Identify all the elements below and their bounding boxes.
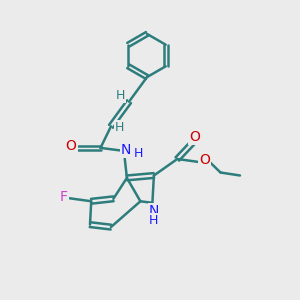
Text: H: H [115, 121, 124, 134]
Text: H: H [116, 89, 125, 102]
Text: O: O [66, 140, 76, 153]
Text: H: H [134, 147, 144, 160]
Text: N: N [121, 143, 131, 157]
Text: N: N [149, 204, 159, 218]
Text: O: O [189, 130, 200, 144]
Text: F: F [60, 190, 68, 204]
Text: H: H [149, 214, 159, 227]
Text: O: O [200, 154, 210, 167]
